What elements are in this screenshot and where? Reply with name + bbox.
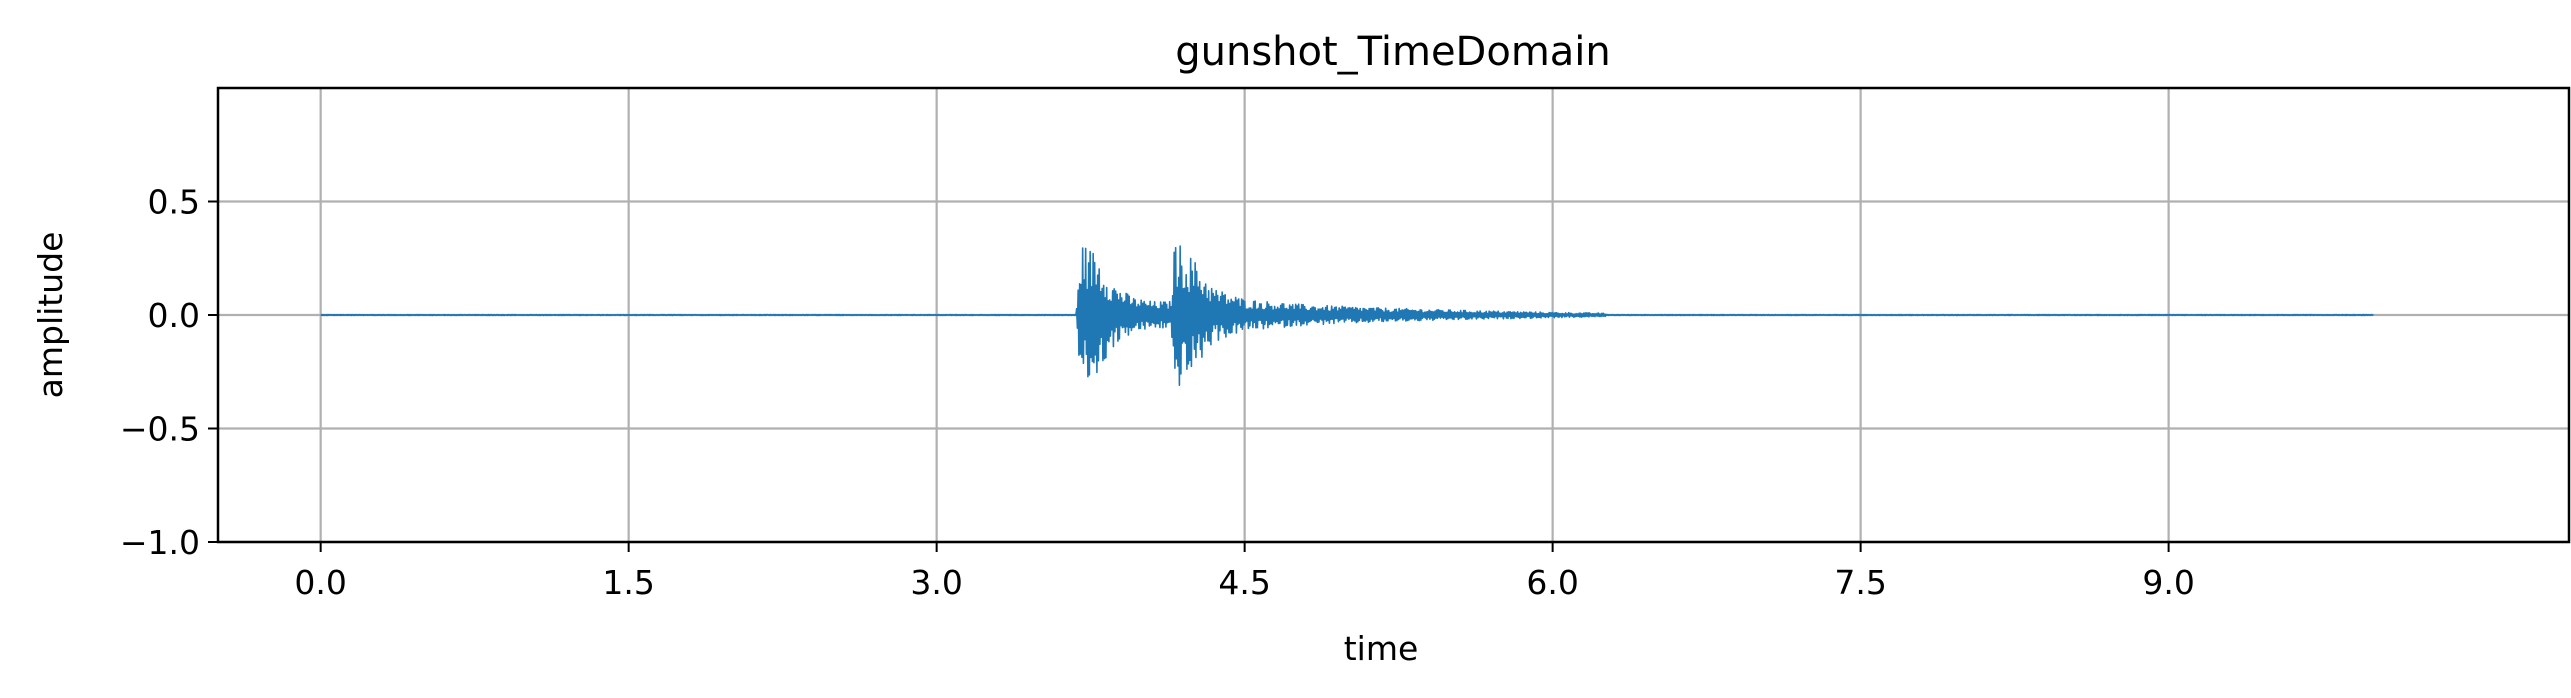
signal-series <box>320 245 2374 386</box>
x-tick-label: 6.0 <box>1526 563 1578 602</box>
x-axis-label: time <box>1344 629 1419 668</box>
x-tick-label: 4.5 <box>1218 563 1270 602</box>
y-axis-label: amplitude <box>31 232 70 399</box>
y-tick-label: 0.5 <box>148 183 200 222</box>
x-tick-label: 1.5 <box>602 563 654 602</box>
x-axis-ticks: 0.0 1.5 3.0 4.5 6.0 7.5 9.0 <box>294 542 2195 602</box>
x-tick-label: 0.0 <box>294 563 346 602</box>
chart-title: gunshot_TimeDomain <box>1175 29 1611 75</box>
x-tick-label: 3.0 <box>910 563 962 602</box>
x-tick-label: 7.5 <box>1834 563 1886 602</box>
x-tick-label: 9.0 <box>2142 563 2194 602</box>
signal-line <box>320 245 2374 386</box>
y-tick-label: −0.5 <box>120 410 200 449</box>
y-axis-ticks: −1.0 −0.5 0.0 0.5 <box>120 183 218 562</box>
y-tick-label: −1.0 <box>120 523 200 562</box>
y-tick-label: 0.0 <box>148 296 200 335</box>
